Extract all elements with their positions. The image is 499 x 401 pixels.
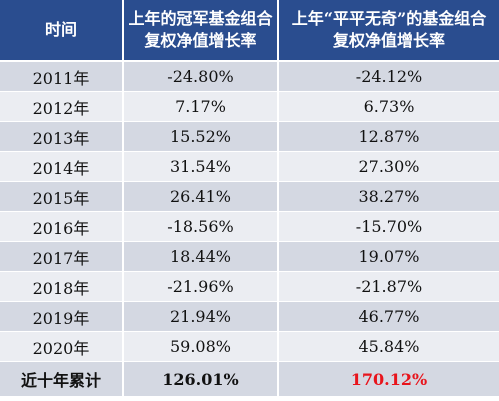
year-cell: 2020年 — [32, 338, 90, 358]
average-cell: 6.73% — [277, 92, 499, 121]
total-label: 近十年累计 — [20, 371, 101, 390]
year-cell: 2016年 — [32, 218, 90, 238]
champion-cell: 7.17% — [122, 92, 277, 121]
year-cell: 2017年 — [32, 248, 90, 268]
header-champion-line2: 复权净值增长率 — [144, 31, 257, 50]
champion-cell: -18.56% — [122, 212, 277, 241]
year-cell: 2019年 — [32, 308, 90, 328]
average-cell: -15.70% — [277, 212, 499, 241]
header-champion: 上年的冠军基金组合 复权净值增长率 — [122, 0, 277, 60]
year-cell: 2018年 — [32, 278, 90, 298]
table-row: 2012年 7.17% 6.73% — [0, 92, 499, 122]
champion-cell: -24.80% — [122, 62, 277, 91]
champion-cell: -21.96% — [122, 272, 277, 301]
header-average: 上年“平平无奇”的基金组合 复权净值增长率 — [277, 0, 499, 60]
table-row: 2017年 18.44% 19.07% — [0, 242, 499, 272]
average-cell: 45.84% — [277, 332, 499, 361]
table-row: 2014年 31.54% 27.30% — [0, 152, 499, 182]
year-cell: 2015年 — [32, 188, 90, 208]
year-cell: 2012年 — [32, 98, 90, 118]
total-row: 近十年累计 126.01% 170.12% — [0, 362, 499, 396]
table-header: 时间 上年的冠军基金组合 复权净值增长率 上年“平平无奇”的基金组合 复权净值增… — [0, 0, 499, 62]
total-champion: 126.01% — [122, 362, 277, 396]
average-cell: 27.30% — [277, 152, 499, 181]
header-champion-line1: 上年的冠军基金组合 — [128, 9, 273, 28]
table-row: 2011年 -24.80% -24.12% — [0, 62, 499, 92]
header-average-line2: 复权净值增长率 — [332, 31, 445, 50]
average-cell: 12.87% — [277, 122, 499, 151]
year-cell: 2014年 — [32, 158, 90, 178]
average-cell: 46.77% — [277, 302, 499, 331]
table-row: 2019年 21.94% 46.77% — [0, 302, 499, 332]
total-average: 170.12% — [277, 362, 499, 396]
average-cell: 38.27% — [277, 182, 499, 211]
average-cell: 19.07% — [277, 242, 499, 271]
year-cell: 2013年 — [32, 128, 90, 148]
year-cell: 2011年 — [32, 68, 90, 88]
champion-cell: 26.41% — [122, 182, 277, 211]
champion-cell: 18.44% — [122, 242, 277, 271]
champion-cell: 15.52% — [122, 122, 277, 151]
table-row: 2015年 26.41% 38.27% — [0, 182, 499, 212]
average-cell: -21.87% — [277, 272, 499, 301]
champion-cell: 59.08% — [122, 332, 277, 361]
table-row: 2016年 -18.56% -15.70% — [0, 212, 499, 242]
champion-cell: 21.94% — [122, 302, 277, 331]
header-average-line1: 上年“平平无奇”的基金组合 — [291, 9, 487, 28]
table-row: 2020年 59.08% 45.84% — [0, 332, 499, 362]
table-row: 2018年 -21.96% -21.87% — [0, 272, 499, 302]
header-time: 时间 — [44, 20, 77, 39]
average-cell: -24.12% — [277, 62, 499, 91]
champion-cell: 31.54% — [122, 152, 277, 181]
table-row: 2013年 15.52% 12.87% — [0, 122, 499, 152]
